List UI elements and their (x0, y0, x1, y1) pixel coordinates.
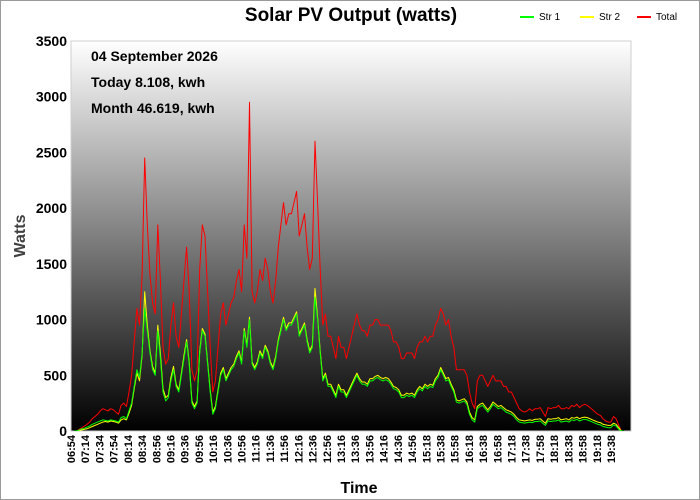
x-tick-label: 11:36 (265, 435, 277, 463)
x-tick-label: 16:58 (492, 435, 504, 463)
x-tick-label: 18:18 (549, 435, 561, 463)
legend-label-str2: Str 2 (599, 12, 621, 23)
x-tick-label: 09:36 (180, 435, 192, 463)
x-tick-label: 10:56 (237, 435, 249, 463)
x-tick-label: 17:58 (535, 435, 547, 463)
series-layer (74, 101, 624, 431)
x-tick-label: 15:18 (421, 435, 433, 463)
x-tick-label: 14:36 (393, 435, 405, 463)
y-tick-label: 1500 (36, 256, 67, 272)
x-tick-label: 11:16 (251, 435, 263, 463)
x-tick-label: 10:16 (208, 435, 220, 463)
x-tick-label: 12:16 (293, 435, 305, 463)
y-tick-label: 2000 (36, 200, 67, 216)
x-tick-label: 15:38 (436, 435, 448, 463)
x-tick-label: 19:38 (606, 435, 618, 463)
x-tick-label: 13:36 (350, 435, 362, 463)
y-tick-label: 1000 (36, 312, 67, 328)
x-tick-label: 06:54 (66, 434, 78, 463)
series-line-total (74, 101, 624, 431)
x-tick-label: 10:36 (222, 435, 234, 463)
x-tick-label: 07:34 (94, 434, 106, 463)
x-tick-label: 14:56 (407, 435, 419, 463)
series-line-str-1 (74, 296, 624, 431)
legend: Str 1 Str 2 Total (520, 12, 677, 23)
x-tick-label: 17:18 (507, 435, 519, 463)
x-axis-ticks: 06:54 07:14 07:34 07:54 08:14 08:34 08:56 09:16… (66, 434, 618, 463)
x-tick-label: 12:56 (322, 435, 334, 463)
x-tick-label: 15:58 (450, 435, 462, 463)
chart-title: Solar PV Output (watts) (245, 5, 457, 26)
y-tick-label: 3000 (36, 89, 67, 105)
x-tick-label: 14:16 (379, 435, 391, 463)
x-tick-label: 07:54 (109, 434, 121, 463)
annotation-month: Month 46.619, kwh (91, 100, 215, 116)
legend-label-str1: Str 1 (539, 12, 561, 23)
y-tick-label: 2500 (36, 144, 67, 160)
plot-area (70, 40, 632, 432)
y-tick-label: 3500 (36, 33, 67, 49)
x-tick-label: 09:16 (166, 435, 178, 463)
x-tick-label: 13:56 (364, 435, 376, 463)
x-tick-label: 16:18 (464, 435, 476, 463)
y-axis-label: Watts (12, 214, 29, 257)
x-tick-label: 08:34 (137, 434, 149, 463)
x-tick-label: 17:38 (521, 435, 533, 463)
series-line-str-2 (74, 287, 624, 431)
legend-label-total: Total (656, 12, 677, 23)
x-tick-label: 18:38 (563, 435, 575, 463)
x-tick-label: 07:14 (80, 434, 92, 463)
y-tick-label: 0 (59, 423, 67, 439)
x-axis-label: Time (340, 480, 377, 497)
x-tick-label: 08:56 (151, 435, 163, 463)
y-tick-label: 500 (44, 367, 68, 383)
x-tick-label: 08:14 (123, 434, 135, 463)
x-tick-label: 16:38 (478, 435, 490, 463)
annotation-date: 04 September 2026 (91, 48, 218, 64)
x-tick-label: 19:18 (592, 435, 604, 463)
annotation-today: Today 8.108, kwh (91, 74, 205, 90)
x-tick-label: 13:16 (336, 435, 348, 463)
x-tick-label: 12:36 (308, 435, 320, 463)
x-tick-label: 09:56 (194, 435, 206, 463)
y-axis-ticks: 0 500 1000 1500 2000 2500 3000 3500 (36, 33, 67, 439)
x-tick-label: 18:58 (578, 435, 590, 463)
x-tick-label: 11:56 (279, 435, 291, 463)
